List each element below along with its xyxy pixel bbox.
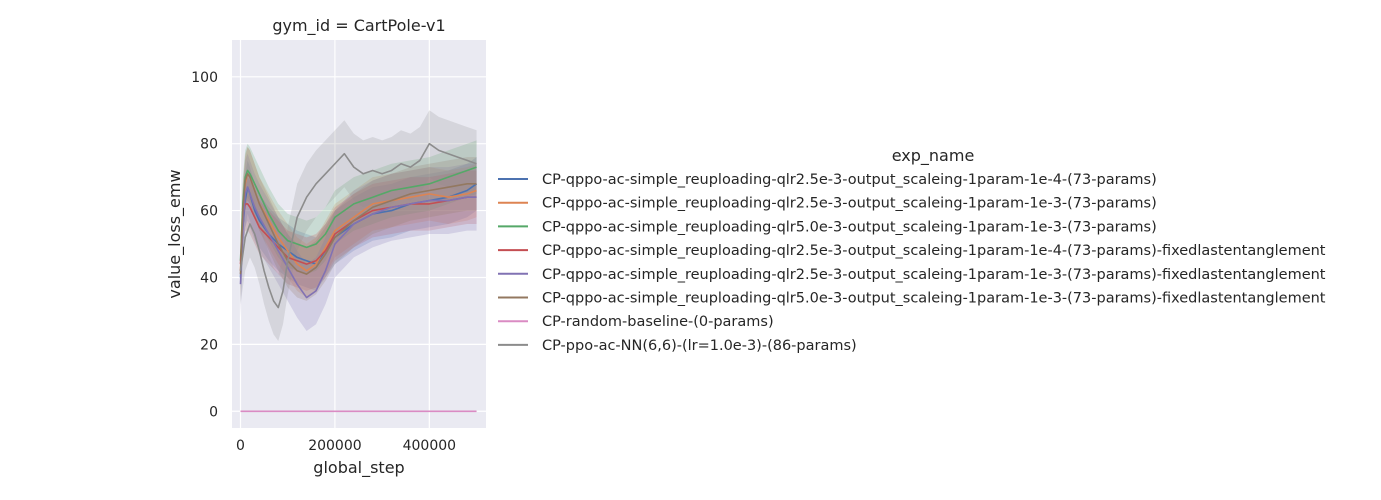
series-band [240,157,477,305]
y-tick-label: 100 [191,70,218,86]
legend-label: CP-qppo-ac-simple_reuploading-qlr5.0e-3-… [542,291,1326,307]
legend-label: CP-random-baseline-(0-params) [542,314,774,330]
legend-items: CP-qppo-ac-simple_reuploading-qlr2.5e-3-… [498,172,1326,354]
legend-label: CP-qppo-ac-simple_reuploading-qlr5.0e-3-… [542,219,1157,235]
series-line-6 [239,172,477,275]
x-tick-label: 200000 [308,438,361,454]
legend-title: exp_name [892,146,975,166]
chart-title: gym_id = CartPole-v1 [272,16,445,36]
series-lines [239,142,478,413]
series-line-3 [239,166,477,261]
y-tick-label: 0 [209,404,218,420]
series-line-4 [239,196,477,265]
y-tick-label: 60 [200,204,218,220]
tick-labels: 0 200000 400000 0 20 40 60 80 100 [191,70,456,454]
legend-label: CP-qppo-ac-simple_reuploading-qlr2.5e-3-… [542,196,1157,212]
legend-label: CP-qppo-ac-simple_reuploading-qlr2.5e-3-… [542,243,1326,259]
x-tick-label: 400000 [403,438,456,454]
x-tick-label: 0 [236,438,245,454]
legend-label: CP-qppo-ac-simple_reuploading-qlr2.5e-3-… [542,267,1326,283]
legend: exp_name CP-qppo-ac-simple_reuploading-q… [498,146,1326,354]
series-line-8 [239,142,477,309]
y-axis-label: value_loss_emw [165,169,185,298]
y-tick-label: 40 [200,270,218,286]
x-axis-label: global_step [313,458,404,478]
legend-label: CP-ppo-ac-NN(6,6)-(lr=1.0e-3)-(86-params… [542,338,857,354]
legend-label: CP-qppo-ac-simple_reuploading-qlr2.5e-3-… [542,172,1157,188]
y-tick-label: 20 [200,337,218,353]
y-tick-label: 80 [200,137,218,153]
series-line-5 [239,186,477,299]
series-band [240,110,477,342]
